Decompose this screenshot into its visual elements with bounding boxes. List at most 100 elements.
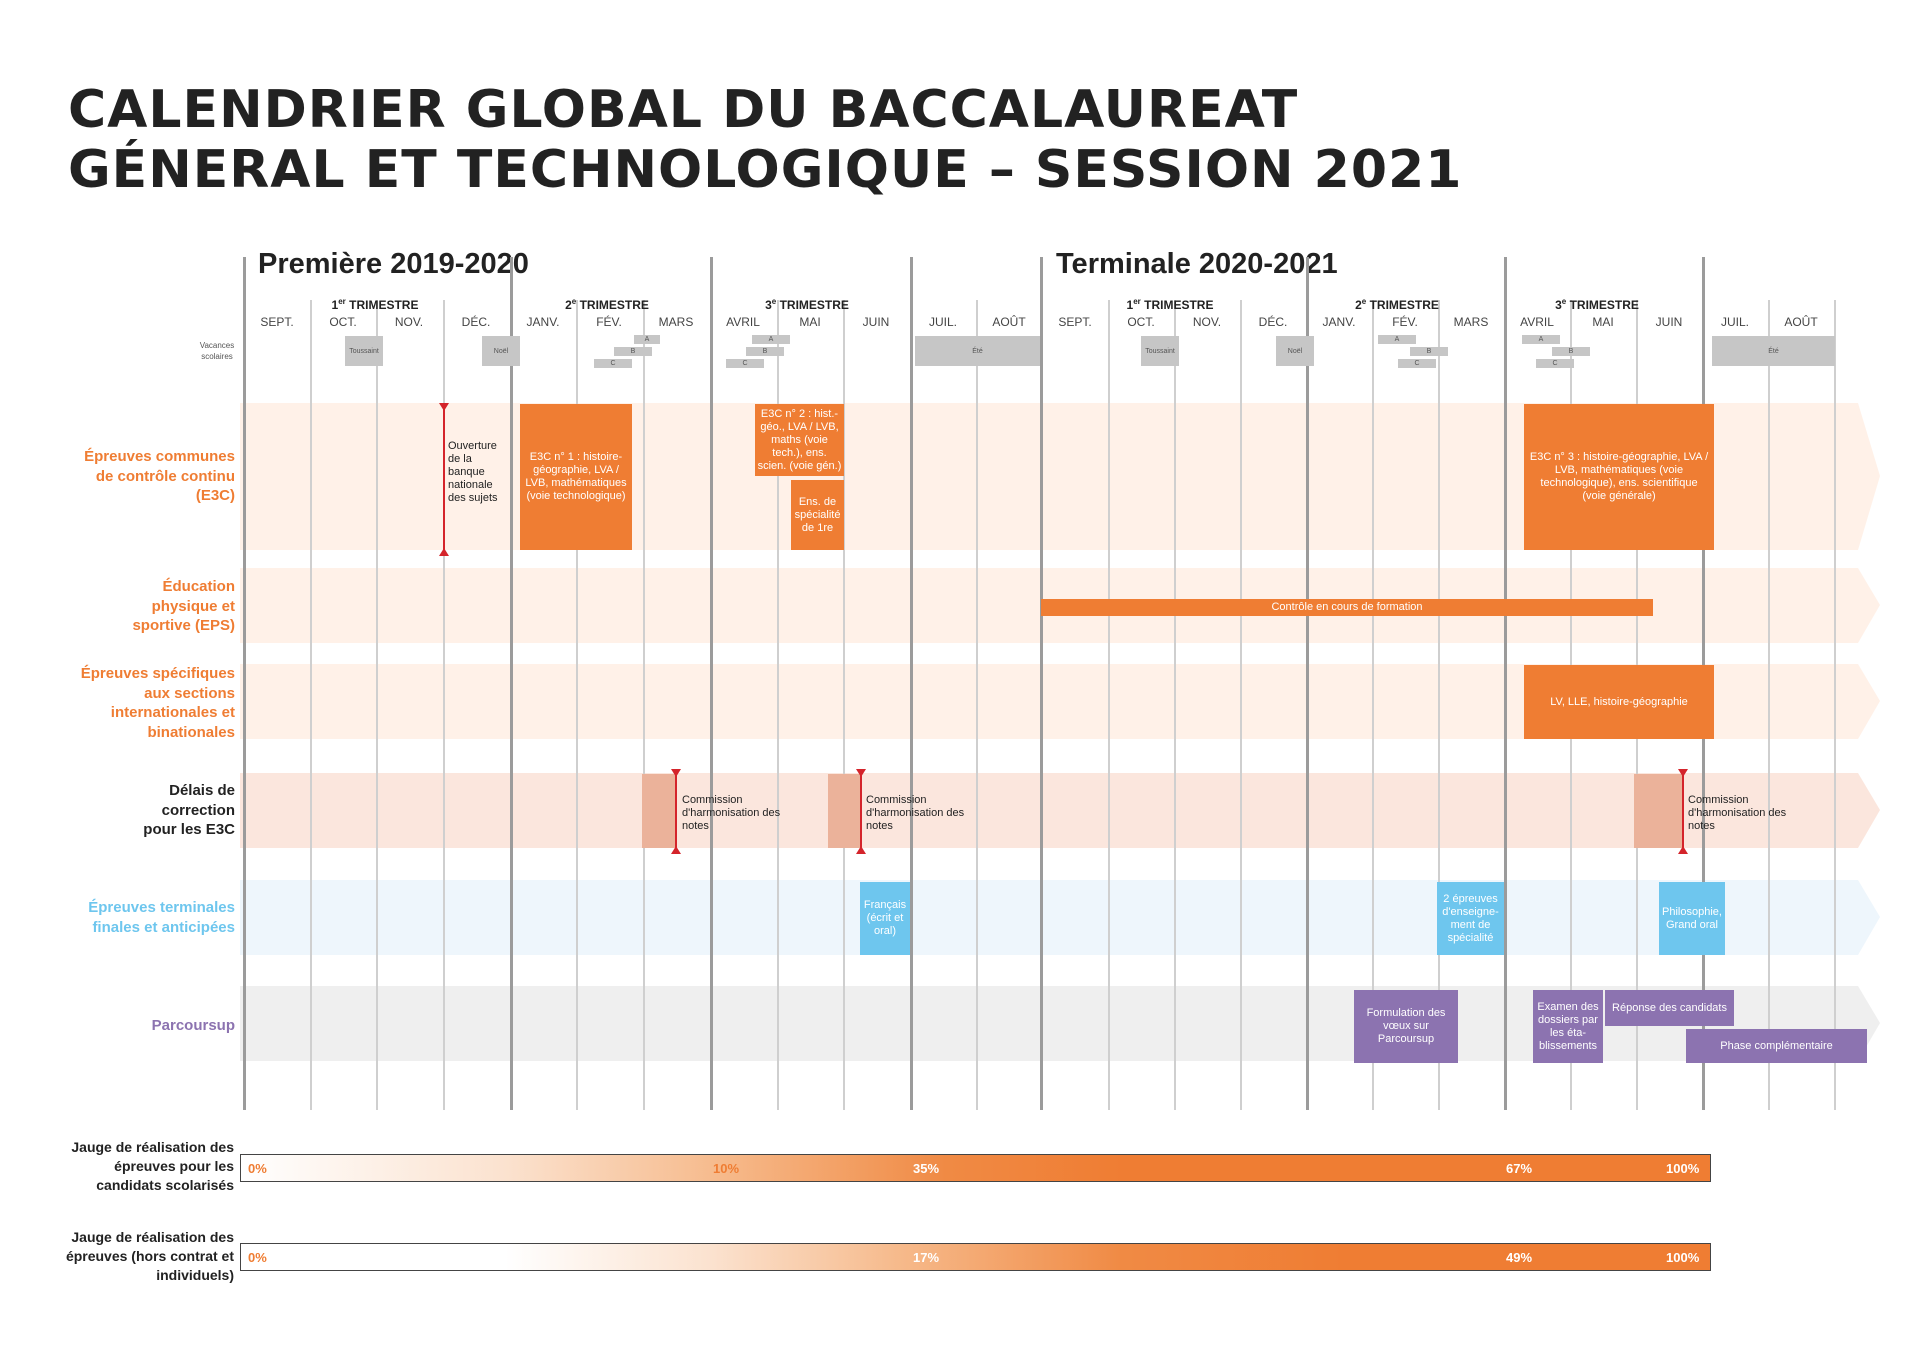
month-gridline [976,300,978,1110]
event-specialite: 2 épreuves d'enseigne-ment de spécialité [1437,882,1504,955]
month-label: DÉC. [461,315,491,329]
note-commission-3: Commission d'harmonisation des notes [1688,794,1787,832]
month-gridline [510,257,513,1110]
gauge-1-pct-10: 10% [713,1161,740,1176]
event-philosophie-grand-oral: Philosophie, Grand oral [1659,882,1725,955]
month-label: AVRIL [1520,315,1554,329]
vacances-printemps-b-premiere: B [746,347,784,356]
event-examen-dossiers: Examen des dossiers par les éta-blisseme… [1533,990,1603,1063]
month-label: DÉC. [1258,315,1288,329]
month-label: JANV. [1322,315,1356,329]
gauge-2: 0% 17% 49% 100% [240,1243,1711,1271]
row-label-delais: Délais de correction pour les E3C [143,782,235,838]
month-label: AVRIL [726,315,760,329]
note-commission-1: Commission d'harmonisation des notes [682,794,781,832]
band-eps-arrow [1858,568,1880,643]
band-terminales [240,880,1858,955]
month-gridline [1768,300,1770,1110]
month-gridline [710,257,713,1110]
trimester-3-terminale: 3e TRIMESTRE [1555,297,1639,312]
band-terminales-arrow [1858,880,1880,955]
month-label: FÉV. [596,315,622,329]
trimester-3-premiere: 3e TRIMESTRE [765,297,849,312]
gauge-1-pct-100: 100% [1666,1161,1700,1176]
event-e3c-3: E3C n° 3 : histoire-géographie, LVA / LV… [1524,404,1714,550]
event-sections-internationales: LV, LLE, histoire-géographie [1524,665,1714,739]
month-label: MARS [1453,315,1489,329]
month-gridline [1372,300,1374,1110]
month-label: FÉV. [1392,315,1418,329]
vacances-ete-premiere: Été [915,336,1040,366]
row-label-e3c: Épreuves communes de contrôle continu (E… [84,448,235,504]
vacances-noel-terminale: Noël [1276,336,1314,366]
month-gridline [1504,257,1507,1110]
page-title-line-1: CALENDRIER GLOBAL DU BACCALAUREAT [68,80,1299,140]
month-gridline [843,300,845,1110]
month-label: SEPT. [260,315,294,329]
month-label: MARS [658,315,694,329]
event-francais: Français (écrit et oral) [860,882,910,955]
gauge-1-pct-0: 0% [248,1161,267,1176]
vacances-label: Vacances scolaires [199,341,235,361]
row-label-parcoursup: Parcoursup [151,1017,235,1034]
row-label-terminales: Épreuves terminales finales et anticipée… [88,899,235,936]
month-gridline [1834,300,1836,1110]
month-gridline [910,257,913,1110]
vacances-hiver-c-terminale: C [1398,359,1436,368]
gauge-2-pct-49: 49% [1506,1250,1533,1265]
month-gridline [1174,300,1176,1110]
band-e3c-arrow [1858,403,1880,550]
vacances-hiver-b-terminale: B [1410,347,1448,356]
month-label: NOV. [394,315,424,329]
vacances-ete-terminale: Été [1712,336,1835,366]
vacances-hiver-c-premiere: C [594,359,632,368]
month-label: JUIN [862,315,890,329]
vacances-toussaint-terminale: Toussaint [1141,336,1179,366]
month-gridline [1306,257,1309,1110]
note-ouverture: Ouverture de la banque nationale des suj… [448,440,498,504]
vacances-toussaint-premiere: Toussaint [345,336,383,366]
gauge-2-pct-0: 0% [248,1250,267,1265]
month-gridline [576,300,578,1110]
vacances-hiver-a-terminale: A [1378,335,1416,344]
gauge-1: 0% 10% 35% 67% 100% [240,1154,1711,1182]
marker-commission-1 [671,769,681,854]
event-controle-cours-formation: Contrôle en cours de formation [1041,599,1653,616]
month-gridline [310,300,312,1110]
gauge-2-pct-100: 100% [1666,1250,1700,1265]
gauge-1-pct-67: 67% [1506,1161,1533,1176]
vacances-printemps-c-premiere: C [726,359,764,368]
vacances-printemps-a-terminale: A [1522,335,1560,344]
month-gridline [243,257,246,1110]
trimester-1-terminale: 1er TRIMESTRE [1126,297,1214,312]
month-label: JUIL. [928,315,957,329]
month-gridline [443,300,445,1110]
band-delais [240,773,1858,848]
month-label: SEPT. [1058,315,1092,329]
month-gridline [1240,300,1242,1110]
gauge-1-pct-35: 35% [913,1161,940,1176]
month-label: NOV. [1192,315,1222,329]
marker-commission-3 [1678,769,1688,854]
vacances-printemps-c-terminale: C [1536,359,1574,368]
event-ens-specialite: Ens. de spécialité de 1re [791,480,844,550]
band-delais-arrow [1858,773,1880,848]
event-formulation-voeux: Formulation des vœux sur Parcoursup [1354,990,1458,1063]
month-gridline [777,300,779,1110]
month-gridline [376,300,378,1110]
marker-commission-2 [856,769,866,854]
year-terminale: Terminale 2020-2021 [1056,248,1338,280]
gauge-2-pct-17: 17% [913,1250,940,1265]
month-label: OCT. [329,315,357,329]
trimester-2-terminale: 2e TRIMESTRE [1355,297,1439,312]
vacances-hiver-a-premiere: A [634,335,660,344]
month-gridline [1438,300,1440,1110]
month-gridline [1108,300,1110,1110]
month-gridline [1040,257,1043,1110]
vacances-hiver-b-premiere: B [614,347,652,356]
vacances-noel-premiere: Noël [482,336,520,366]
note-commission-2: Commission d'harmonisation des notes [866,794,965,832]
month-label: MAI [799,315,821,329]
month-label: OCT. [1127,315,1155,329]
month-gridline [643,300,645,1110]
